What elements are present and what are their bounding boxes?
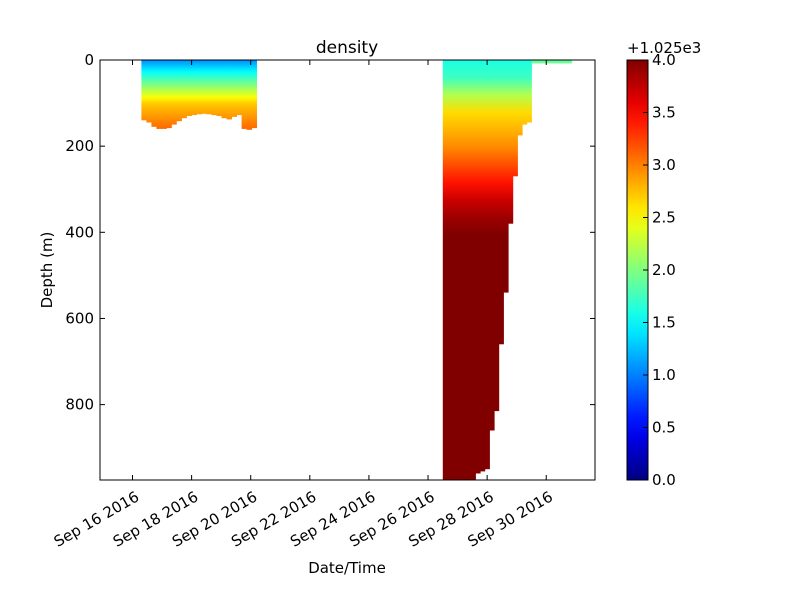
profile-column-c-0 [531, 60, 546, 64]
colorbar-tick-label: 0.0 [652, 471, 676, 489]
profile-column-b-6 [470, 60, 476, 480]
profile-column-b-15 [512, 60, 518, 177]
colorbar-tick-label: 0.5 [652, 419, 676, 437]
profile-column-b-2 [452, 60, 458, 480]
x-axis-label: Date/Time [308, 559, 386, 577]
data-area [141, 60, 572, 480]
chart-title: density [316, 38, 378, 58]
profile-column-a-6 [171, 60, 177, 125]
profile-column-b-5 [466, 60, 472, 480]
y-tick-label: 400 [65, 223, 94, 241]
colorbar-tick-label: 3.5 [652, 104, 676, 122]
profile-column-a-5 [166, 60, 172, 129]
profile-column-b-9 [484, 60, 490, 470]
profile-column-a-2 [151, 60, 157, 127]
profile-column-b-14 [508, 60, 514, 224]
profile-column-b-12 [498, 60, 504, 345]
profile-column-c-2 [558, 60, 572, 64]
colorbar-axis: 0.0 0.5 1.0 1.5 2.0 2.5 3.0 3.5 4.0 [643, 51, 676, 489]
profile-column-b-8 [480, 60, 486, 472]
colorbar-tick-label: 1.0 [652, 366, 676, 384]
plot-frame [99, 59, 596, 481]
colorbar-tick-label: 4.0 [652, 51, 676, 69]
profile-column-c-1 [544, 60, 559, 64]
profile-column-a-9 [186, 60, 192, 116]
colorbar-offset-label: +1.025e3 [627, 39, 701, 57]
colorbar-tick-label: 2.5 [652, 209, 676, 227]
profile-column-b-11 [494, 60, 500, 412]
profile-column-a-8 [181, 60, 187, 119]
profile-column-a-21 [246, 60, 252, 130]
profile-column-a-1 [146, 60, 152, 123]
profile-column-b-16 [517, 60, 523, 136]
colorbar-tick-label: 2.0 [652, 261, 676, 279]
y-tick-label: 200 [65, 137, 94, 155]
profile-column-a-12 [201, 60, 207, 114]
profile-column-a-14 [211, 60, 217, 116]
profile-column-a-10 [191, 60, 197, 116]
profile-column-b-0 [442, 60, 448, 480]
profile-column-a-17 [226, 60, 232, 120]
y-tick-label: 0 [84, 51, 94, 69]
profile-column-a-20 [241, 60, 247, 129]
profile-column-a-7 [176, 60, 182, 122]
profile-column-b-7 [475, 60, 481, 474]
profile-column-b-4 [461, 60, 467, 480]
y-tick-label: 600 [65, 309, 94, 327]
profile-column-a-11 [196, 60, 202, 115]
profile-column-b-1 [447, 60, 453, 480]
y-tick-label: 800 [65, 396, 94, 414]
profile-column-a-16 [221, 60, 227, 119]
profile-column-a-0 [141, 60, 147, 121]
y-axis-label: Depth (m) [38, 232, 56, 309]
profile-column-a-22 [251, 60, 257, 129]
profile-column-a-13 [206, 60, 212, 115]
profile-column-b-10 [489, 60, 495, 431]
profile-column-a-4 [161, 60, 167, 129]
profile-column-b-18 [526, 60, 532, 123]
profile-column-a-15 [216, 60, 222, 116]
colorbar-tick-label: 1.5 [652, 314, 676, 332]
y-axis: 0 200 400 600 800 [65, 51, 595, 414]
profile-column-a-19 [236, 60, 242, 116]
profile-column-b-13 [503, 60, 509, 293]
profile-column-b-3 [456, 60, 462, 480]
profile-column-b-17 [522, 60, 528, 125]
colorbar-tick-label: 3.0 [652, 156, 676, 174]
profile-column-a-18 [231, 60, 237, 117]
profile-column-a-3 [156, 60, 162, 129]
